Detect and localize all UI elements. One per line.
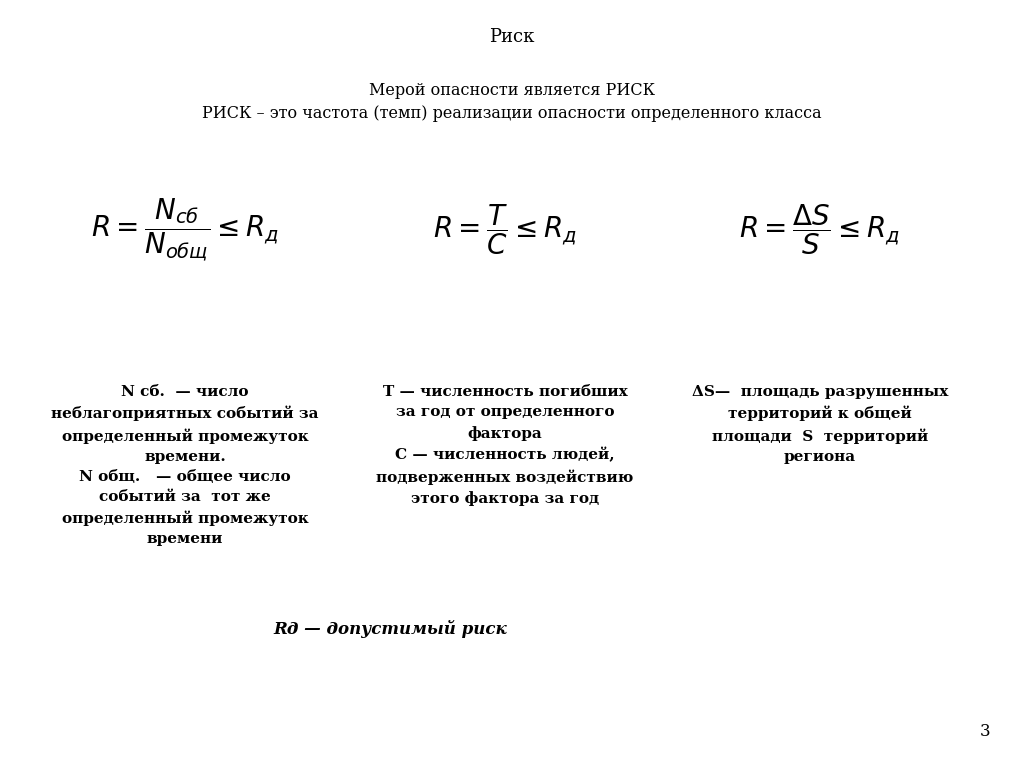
Text: Rд — допустимый риск: Rд — допустимый риск (273, 620, 507, 638)
Text: 3: 3 (979, 723, 990, 740)
Text: Мерой опасности является РИСК: Мерой опасности является РИСК (369, 82, 655, 99)
Text: T — численность погибших
за год от определенного
фактора
C — численность людей,
: T — численность погибших за год от опред… (377, 385, 634, 506)
Text: $R = \dfrac{N_{\mathit{сб}}}{N_{\mathit{общ}}} \leq R_{\mathit{д}}$: $R = \dfrac{N_{\mathit{сб}}}{N_{\mathit{… (91, 196, 280, 263)
Text: ΔS—  площадь разрушенных
территорий к общей
площади  S  территорий
региона: ΔS— площадь разрушенных территорий к общ… (692, 385, 948, 464)
Text: $R = \dfrac{\Delta S}{S} \leq R_{\mathit{д}}$: $R = \dfrac{\Delta S}{S} \leq R_{\mathit… (739, 202, 900, 258)
Text: РИСК – это частота (темп) реализации опасности определенного класса: РИСК – это частота (темп) реализации опа… (202, 105, 822, 122)
Text: Риск: Риск (489, 28, 535, 46)
Text: N сб.  — число
неблагоприятных событий за
определенный промежуток
времени.
N общ: N сб. — число неблагоприятных событий за… (51, 385, 318, 546)
Text: $R = \dfrac{T}{C} \leq R_{\mathit{д}}$: $R = \dfrac{T}{C} \leq R_{\mathit{д}}$ (433, 202, 577, 258)
